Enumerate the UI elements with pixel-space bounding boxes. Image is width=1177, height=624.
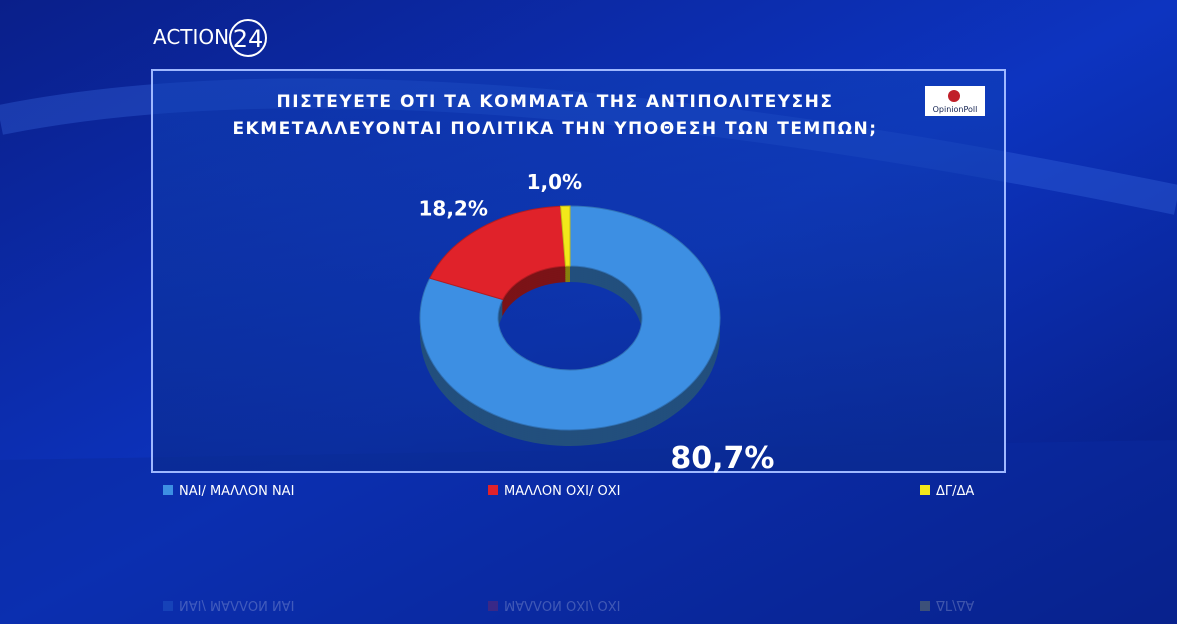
channel-number: 24	[233, 25, 264, 53]
value-label: 80,7%	[670, 441, 774, 476]
legend-reflection: ΝΑΙ/ ΜΑΛΛΟΝ ΝΑΙ ΜΑΛΛΟΝ ΟΧΙ/ ΟΧΙ ΔΓ/ΔΑ	[163, 597, 974, 612]
legend-swatch	[920, 485, 930, 495]
floor	[0, 440, 1177, 624]
legend-swatch	[920, 601, 930, 611]
legend-swatch	[163, 601, 173, 611]
legend: ΝΑΙ/ ΜΑΛΛΟΝ ΝΑΙ ΜΑΛΛΟΝ ΟΧΙ/ ΟΧΙ ΔΓ/ΔΑ	[163, 484, 974, 499]
legend-label: ΔΓ/ΔΑ	[936, 597, 974, 612]
chart-title: ΕΚΜΕΤΑΛΛΕΥΟΝΤΑΙ ΠΟΛΙΤΙΚΑ ΤΗΝ ΥΠΟΘΕΣΗ ΤΩΝ…	[232, 119, 877, 139]
value-labels: 80,7% 18,2% 1,0%	[418, 170, 774, 476]
slice	[429, 205, 567, 301]
legend-swatch	[163, 485, 173, 495]
legend-label: ΝΑΙ/ ΜΑΛΛΟΝ ΝΑΙ	[179, 484, 294, 499]
legend-label: ΜΑΛΛΟΝ ΟΧΙ/ ΟΧΙ	[504, 484, 620, 499]
logo-ring	[229, 19, 267, 57]
chart-title: ΠΙΣΤΕΥΕΤΕ ΟΤΙ ΤΑ ΚΟΜΜΑΤΑ ΤΗΣ ΑΝΤΙΠΟΛΙΤΕΥ…	[277, 92, 834, 112]
channel-logo: ACTION	[153, 25, 229, 49]
legend-swatch	[488, 485, 498, 495]
legend-swatch	[488, 601, 498, 611]
value-label: 18,2%	[418, 196, 487, 220]
pollster-name: OpinionPoll	[933, 105, 978, 114]
slice	[419, 205, 721, 431]
legend-label: ΜΑΛΛΟΝ ΟΧΙ/ ΟΧΙ	[504, 597, 620, 612]
legend-label: ΝΑΙ/ ΜΑΛΛΟΝ ΝΑΙ	[179, 597, 294, 612]
donut	[419, 205, 721, 446]
legend-label: ΔΓ/ΔΑ	[936, 484, 974, 499]
slice	[560, 205, 571, 267]
value-label: 1,0%	[527, 170, 582, 194]
pollster-dot	[948, 90, 960, 102]
